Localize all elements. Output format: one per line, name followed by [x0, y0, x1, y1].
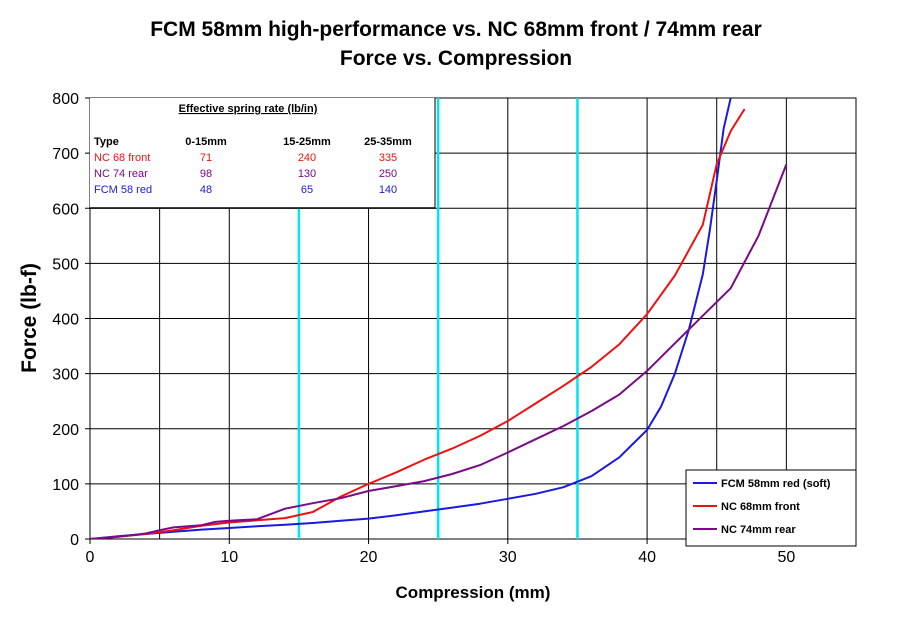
y-tick-label: 400 — [52, 312, 79, 329]
x-tick-label: 20 — [360, 549, 378, 566]
spring-rate-table: Effective spring rate (lb/in) Type 0-15m… — [90, 98, 436, 209]
series-line-1 — [90, 98, 732, 539]
table-title: Effective spring rate (lb/in) — [179, 103, 318, 115]
table-cell: 48 — [200, 184, 212, 196]
chart-title: FCM 58mm high-performance vs. NC 68mm fr… — [150, 18, 762, 41]
y-axis-label: Force (lb-f) — [18, 263, 41, 373]
table-cell: 335 — [379, 152, 397, 164]
table-row-type: NC 68 front — [94, 152, 150, 164]
y-tick-label: 0 — [70, 532, 79, 549]
y-tick-label: 100 — [52, 477, 79, 494]
table-background — [90, 98, 435, 208]
legend-label: NC 68mm front — [721, 501, 800, 513]
x-tick-label: 40 — [638, 549, 656, 566]
table-cell: 250 — [379, 168, 397, 180]
table-cell: 240 — [298, 152, 316, 164]
table-header-range-2: 15-25mm — [283, 136, 331, 148]
y-tick-label: 300 — [52, 367, 79, 384]
legend-label: NC 74mm rear — [721, 524, 796, 536]
table-header-type: Type — [94, 136, 119, 148]
legend-label: FCM 58mm red (soft) — [721, 478, 831, 490]
table-header-range-1: 0-15mm — [185, 136, 227, 148]
y-tick-label: 200 — [52, 422, 79, 439]
x-tick-label: 30 — [499, 549, 517, 566]
y-tick-label: 500 — [52, 256, 79, 273]
table-cell: 71 — [200, 152, 212, 164]
chart-subtitle: Force vs. Compression — [340, 47, 572, 70]
x-tick-label: 0 — [86, 549, 95, 566]
table-cell: 65 — [301, 184, 313, 196]
y-tick-label: 700 — [52, 146, 79, 163]
table-cell: 130 — [298, 168, 316, 180]
series-line-2 — [90, 108, 746, 539]
table-row-type: FCM 58 red — [94, 184, 152, 196]
series-lines — [90, 98, 788, 539]
legend: FCM 58mm red (soft) NC 68mm front NC 74mm … — [685, 469, 857, 547]
table-cell: 140 — [379, 184, 397, 196]
x-tick-label: 50 — [777, 549, 795, 566]
y-tick-label: 600 — [52, 201, 79, 218]
table-header-range-3: 25-35mm — [364, 136, 412, 148]
y-tick-label: 800 — [52, 91, 79, 108]
table-row-type: NC 74 rear — [94, 168, 148, 180]
x-tick-label: 10 — [220, 549, 238, 566]
series-line-3 — [90, 163, 788, 539]
table-cell: 98 — [200, 168, 212, 180]
x-axis-label: Compression (mm) — [396, 583, 551, 602]
